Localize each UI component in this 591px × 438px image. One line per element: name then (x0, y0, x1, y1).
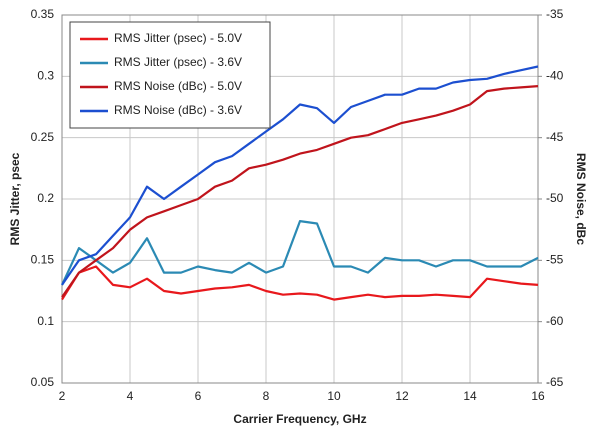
x-tick-label: 8 (263, 389, 270, 403)
series-line (61, 220, 539, 286)
y2-tick-label: -55 (546, 253, 564, 267)
legend-label: RMS Noise (dBc) - 5.0V (114, 79, 242, 93)
legend-label: RMS Jitter (psec) - 3.6V (114, 55, 242, 69)
x-tick-label: 4 (127, 389, 134, 403)
y2-tick-label: -65 (546, 375, 564, 389)
x-axis-title: Carrier Frequency, GHz (233, 412, 366, 426)
legend-label: RMS Jitter (psec) - 5.0V (114, 31, 242, 45)
series-line (61, 85, 539, 298)
y-tick-label: 0.1 (37, 314, 54, 328)
x-tick-label: 6 (195, 389, 202, 403)
x-tick-label: 16 (531, 389, 545, 403)
series-line (61, 65, 539, 286)
x-tick-label: 12 (395, 389, 409, 403)
x-tick-label: 14 (463, 389, 477, 403)
y2-tick-label: -60 (546, 314, 564, 328)
y2-tick-label: -50 (546, 191, 564, 205)
y-tick-label: 0.2 (37, 191, 54, 205)
y-tick-label: 0.3 (37, 69, 54, 83)
y2-axis-title: RMS Noise, dBc (574, 153, 588, 245)
y-tick-label: 0.25 (31, 130, 55, 144)
x-tick-label: 10 (327, 389, 341, 403)
legend-label: RMS Noise (dBc) - 3.6V (114, 103, 242, 117)
y2-tick-label: -45 (546, 130, 564, 144)
y-tick-label: 0.05 (31, 375, 55, 389)
y2-tick-label: -35 (546, 7, 564, 21)
y2-tick-label: -40 (546, 69, 564, 83)
y-tick-label: 0.35 (31, 7, 55, 21)
plot-frame (61, 14, 539, 384)
y-axis-title: RMS Jitter, psec (8, 152, 22, 245)
x-tick-label: 2 (59, 389, 66, 403)
series-line (61, 265, 539, 301)
y-tick-label: 0.15 (31, 253, 55, 267)
